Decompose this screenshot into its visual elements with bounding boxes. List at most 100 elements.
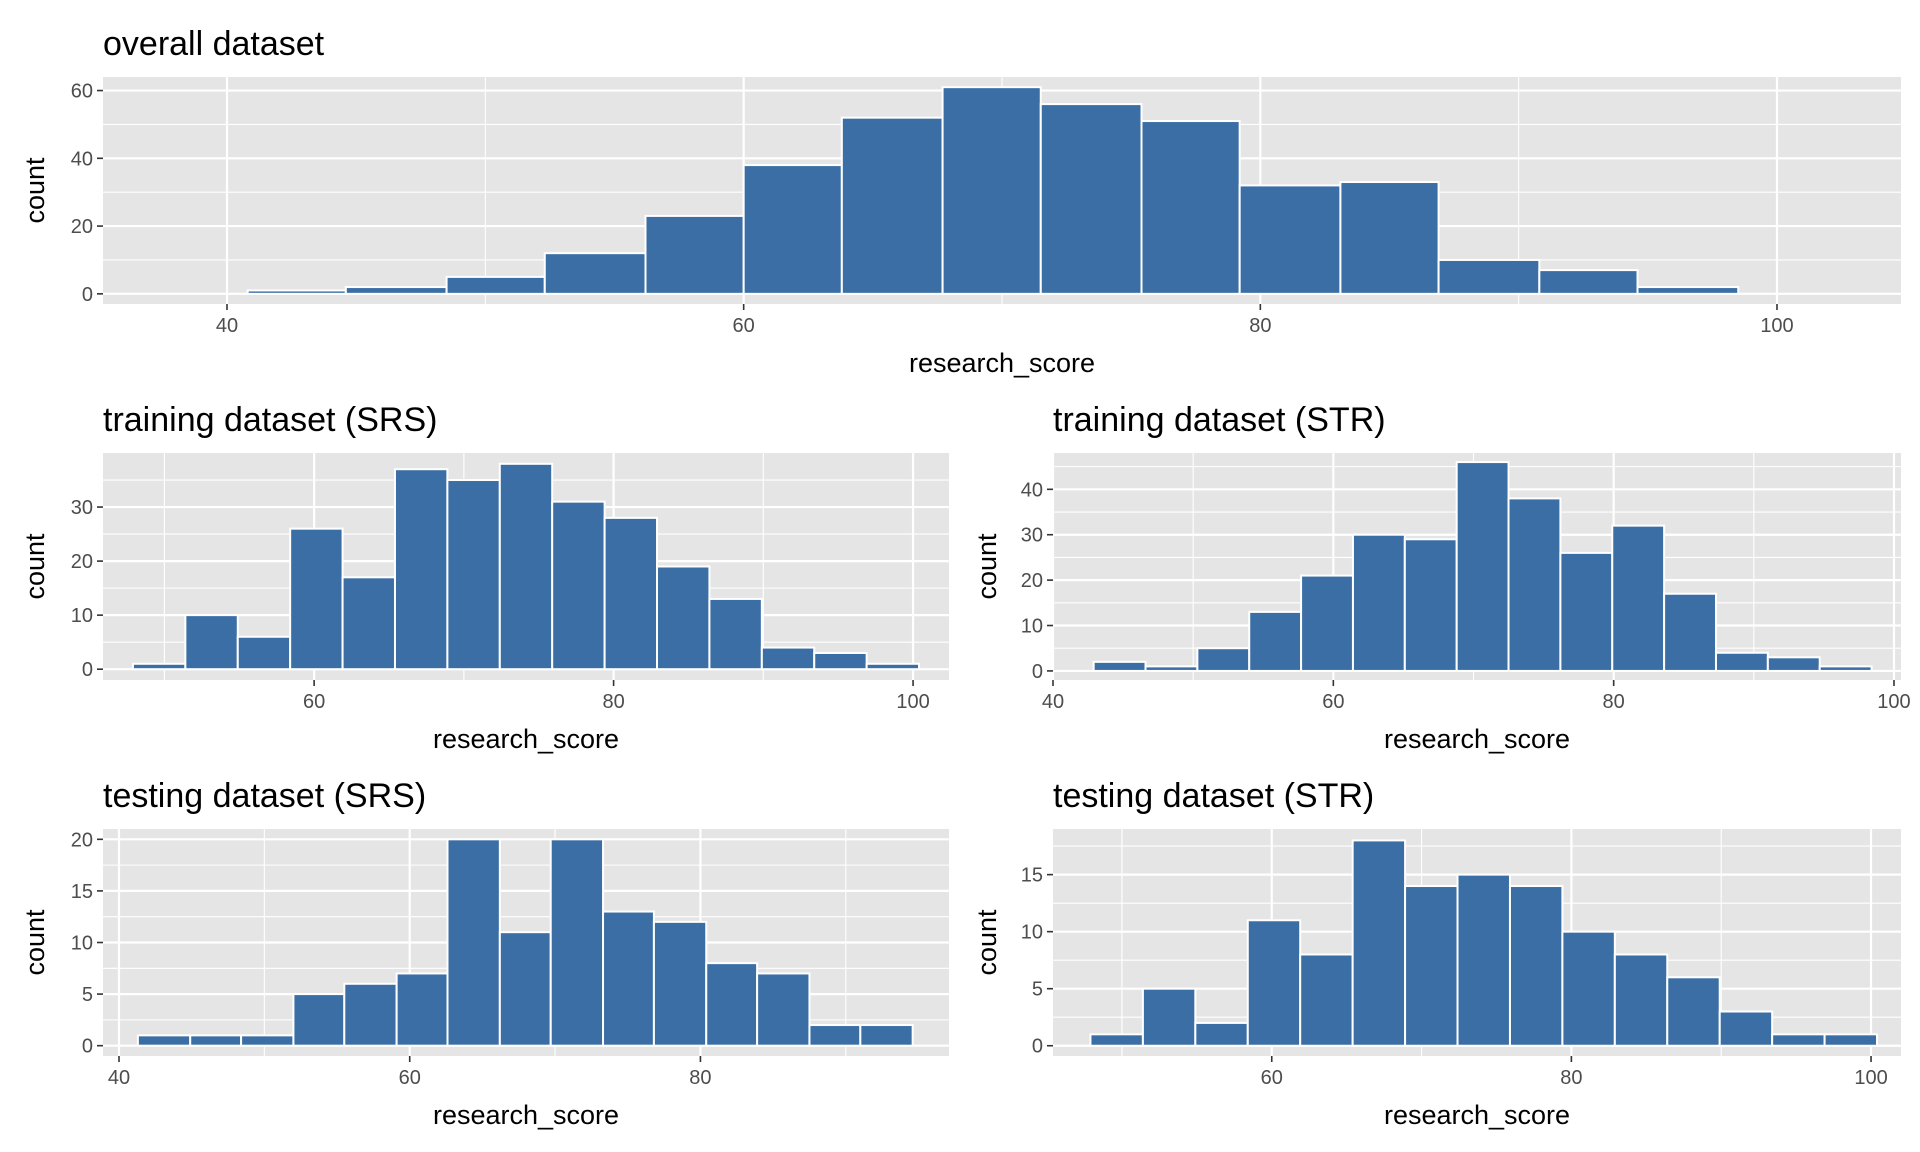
histogram-bar [1455,461,1510,672]
histogram-bar [603,516,659,671]
y-tick-label: 15 [1021,865,1043,887]
histogram-bar [1248,610,1303,672]
histogram-bar [498,462,554,671]
histogram-bar [446,479,501,671]
y-tick-label: 10 [71,605,93,627]
histogram-bar [1196,647,1251,672]
histogram-bar [498,931,552,1047]
histogram-bar [813,651,868,671]
histogram-bar [656,565,711,671]
histogram-bar [344,286,448,295]
panel-title: testing dataset (STR) [1053,777,1374,815]
histogram-bar [189,1034,243,1047]
panel-training-srs: 60 80 100 0 10 20 30 training dataset (SRS) rese… [20,401,949,754]
histogram-bar [131,662,187,671]
y-tick-label: 10 [1021,616,1043,638]
x-tick-label: 100 [896,691,929,713]
histogram-bar [445,275,546,295]
histogram-bar [602,910,655,1047]
histogram-bar [136,1034,192,1047]
y-tick-label: 0 [1032,1036,1043,1058]
x-tick-label: 80 [1560,1067,1582,1089]
x-tick-label: 100 [1760,315,1793,337]
histogram-bar [1089,1033,1144,1047]
histogram-bar [1300,574,1354,672]
x-axis-title: research_score [1384,1100,1570,1130]
histogram-bar [705,962,759,1047]
x-tick-label: 100 [1877,691,1910,713]
y-tick-label: 20 [71,216,93,238]
histogram-bar [1538,269,1639,295]
y-tick-label: 5 [1032,979,1043,1001]
histogram-bar [1818,665,1873,672]
y-tick-label: 0 [82,284,93,306]
histogram-bar [1092,660,1147,672]
histogram-bar [543,252,647,295]
histogram-bar [865,662,921,671]
y-axis-title: count [972,909,1002,976]
panel-overall: 40 60 80 100 0 20 40 60 overall dataset research_… [20,25,1901,378]
histogram-bar [341,576,396,671]
histogram-bar [1404,885,1459,1047]
y-tick-label: 20 [71,829,93,851]
y-tick-label: 0 [82,659,93,681]
x-tick-label: 100 [1854,1067,1887,1089]
histogram-bar [1437,258,1541,295]
histogram-bar [1771,1033,1826,1047]
y-tick-label: 5 [82,984,93,1006]
histogram-bar [393,468,449,671]
histogram-bar [1299,953,1354,1047]
x-tick-label: 80 [602,691,624,713]
histogram-bar [1141,987,1197,1047]
panel-testing-srs: 40 60 80 0 5 10 15 20 testing dataset (SRS) resea… [20,777,949,1130]
histogram-bar [289,527,344,671]
histogram-bar [1246,919,1302,1047]
x-axis-title: research_score [433,724,619,754]
histogram-bar [1613,953,1669,1047]
panel-training-str: 40 60 80 100 0 10 20 30 40 training dataset (STR)… [972,401,1911,754]
histogram-bar [246,289,347,295]
histogram-bar [1718,1010,1774,1047]
histogram-bar [240,1034,295,1047]
histogram-bar [742,164,843,295]
x-axis-title: research_score [1384,724,1570,754]
x-tick-label: 40 [1042,691,1064,713]
y-axis-title: count [20,157,50,224]
x-tick-label: 60 [399,1067,421,1089]
histogram-bar [1559,551,1614,672]
y-tick-label: 20 [71,551,93,573]
y-axis-title: count [20,533,50,600]
histogram-bar [1507,497,1562,672]
y-tick-label: 40 [1021,479,1043,501]
y-tick-label: 0 [82,1036,93,1058]
histogram-bar [808,1024,862,1047]
x-tick-label: 60 [733,315,755,337]
x-tick-label: 80 [689,1067,711,1089]
histogram-bar [708,597,763,671]
x-tick-label: 60 [303,691,325,713]
histogram-bar [1611,524,1666,672]
panel-title: training dataset (SRS) [103,401,438,439]
y-tick-label: 0 [1032,661,1043,683]
histogram-bar [1194,1021,1249,1047]
panel-title: testing dataset (SRS) [103,777,426,815]
histogram-bar [1351,533,1406,672]
y-tick-label: 40 [71,148,93,170]
panel-title: overall dataset [103,25,325,63]
y-tick-label: 30 [71,497,93,519]
histogram-bar [1456,873,1511,1047]
histogram-bar [446,838,501,1047]
histogram-bar [549,838,605,1047]
x-tick-label: 80 [1603,691,1625,713]
histogram-bar [1144,665,1199,672]
y-tick-label: 10 [71,933,93,955]
histogram-bar [652,920,708,1047]
y-axis-title: count [972,533,1002,600]
histogram-bar [1714,651,1769,672]
histogram-bar [859,1024,914,1047]
histogram-bar [1766,656,1821,672]
x-tick-label: 60 [1322,691,1344,713]
histogram-bar [1508,885,1564,1047]
x-axis-title: research_score [909,348,1095,378]
